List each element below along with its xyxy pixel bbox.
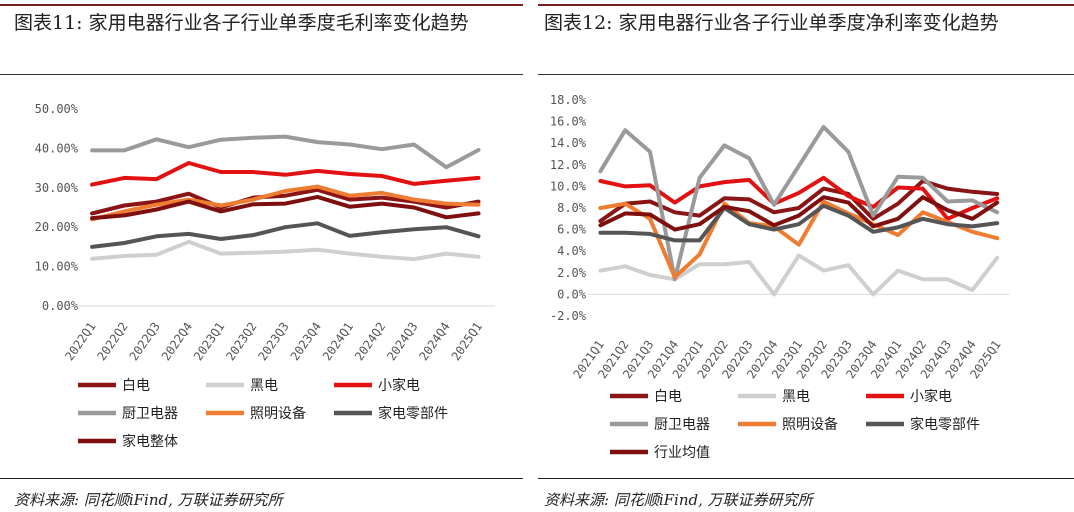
y-tick-label: 16.0%: [550, 115, 587, 129]
series-line-小家电: [598, 175, 1000, 221]
x-tick-label: 2022Q4: [159, 320, 195, 364]
legend-label: 家电零部件: [378, 405, 448, 422]
series-line-小家电: [90, 161, 481, 187]
y-tick-label: 6.0%: [557, 223, 587, 237]
y-tick-label: 18.0%: [550, 93, 587, 107]
y-tick-label: 0.0%: [557, 287, 587, 301]
series-line-照明设备: [598, 199, 1000, 280]
legend-label: 照明设备: [782, 416, 838, 433]
right-chart-title: 图表12: 家用电器行业各子行业单季度净利率变化趋势: [544, 12, 999, 34]
legend-label: 厨卫电器: [122, 406, 178, 422]
legend-label: 小家电: [378, 377, 420, 394]
left-panel: 图表11: 家用电器行业各子行业单季度毛利率变化趋势 50.00% 40.00% 3…: [0, 0, 523, 512]
right-source: 资料来源: 同花顺iFind, 万联证券研究所: [544, 491, 813, 509]
x-tick-label: 2022Q3: [127, 320, 163, 364]
series-line-行业均值: [598, 195, 1000, 232]
x-tick-label: 2023Q4: [288, 320, 324, 364]
x-tick-label: 2024Q3: [384, 320, 420, 364]
legend-label: 黑电: [782, 389, 810, 405]
y-tick-label: 20.00%: [35, 220, 79, 234]
series-line-黑电: [598, 253, 1000, 297]
y-tick-label: 30.00%: [35, 181, 79, 195]
x-tick-label: 2022Q1: [62, 320, 98, 364]
y-tick-label: 0.00%: [42, 299, 79, 313]
y-tick-label: 50.00%: [35, 102, 79, 116]
x-tick-label: 2025Q1: [449, 320, 485, 364]
series-line-照明设备: [90, 184, 481, 222]
left-source: 资料来源: 同花顺iFind, 万联证券研究所: [14, 491, 283, 509]
y-tick-label: 10.0%: [550, 179, 587, 193]
left-title-rule: [0, 74, 523, 75]
legend-label: 黑电: [250, 378, 278, 394]
y-tick-label: -2.0%: [550, 309, 587, 323]
x-tick-label: 2023Q1: [191, 320, 227, 364]
x-tick-label: 2023Q2: [223, 320, 259, 364]
right-panel: 图表12: 家用电器行业各子行业单季度净利率变化趋势 18.0% 16.0% 14.…: [538, 0, 1074, 512]
legend-label: 小家电: [910, 388, 952, 405]
x-tick-label: 2024Q2: [352, 320, 388, 364]
right-chart: 18.0% 16.0% 14.0% 12.0% 10.0% 8.0% 6.0% 4.0% 2.0…: [550, 93, 1010, 461]
y-tick-label: 10.00%: [35, 260, 79, 274]
y-tick-label: 8.0%: [557, 201, 587, 215]
y-tick-label: 4.0%: [557, 244, 587, 258]
series-line-家电零部件: [598, 203, 1000, 243]
y-tick-label: 40.00%: [35, 141, 79, 155]
left-top-rule: [0, 4, 523, 6]
right-top-rule: [538, 4, 1074, 6]
series-line-家电零部件: [90, 221, 481, 249]
legend-label: 白电: [654, 389, 682, 405]
right-bottom-rule: [538, 478, 1074, 479]
legend-label: 行业均值: [654, 445, 710, 461]
legend-label: 厨卫电器: [654, 417, 710, 433]
y-tick-label: 14.0%: [550, 136, 587, 150]
right-title-rule: [538, 74, 1074, 75]
left-chart: 50.00% 40.00% 30.00% 20.00% 10.00% 0.00% 2022Q…: [35, 102, 495, 450]
left-bottom-rule: [0, 478, 523, 479]
legend-label: 白电: [122, 378, 150, 394]
series-line-家电整体: [90, 194, 481, 221]
legend-label: 家电整体: [122, 433, 178, 450]
legend-label: 照明设备: [250, 405, 306, 422]
x-tick-label: 2022Q2: [94, 320, 130, 364]
left-chart-title: 图表11: 家用电器行业各子行业单季度毛利率变化趋势: [14, 12, 469, 34]
x-tick-label: 2024Q4: [416, 320, 452, 364]
y-tick-label: 12.0%: [550, 158, 587, 172]
legend-label: 家电零部件: [910, 416, 980, 433]
y-tick-label: 2.0%: [557, 266, 587, 280]
x-tick-label: 2024Q1: [320, 320, 356, 364]
series-line-黑电: [90, 239, 481, 262]
series-line-厨卫电器: [90, 134, 481, 170]
x-tick-label: 2023Q3: [255, 320, 291, 364]
